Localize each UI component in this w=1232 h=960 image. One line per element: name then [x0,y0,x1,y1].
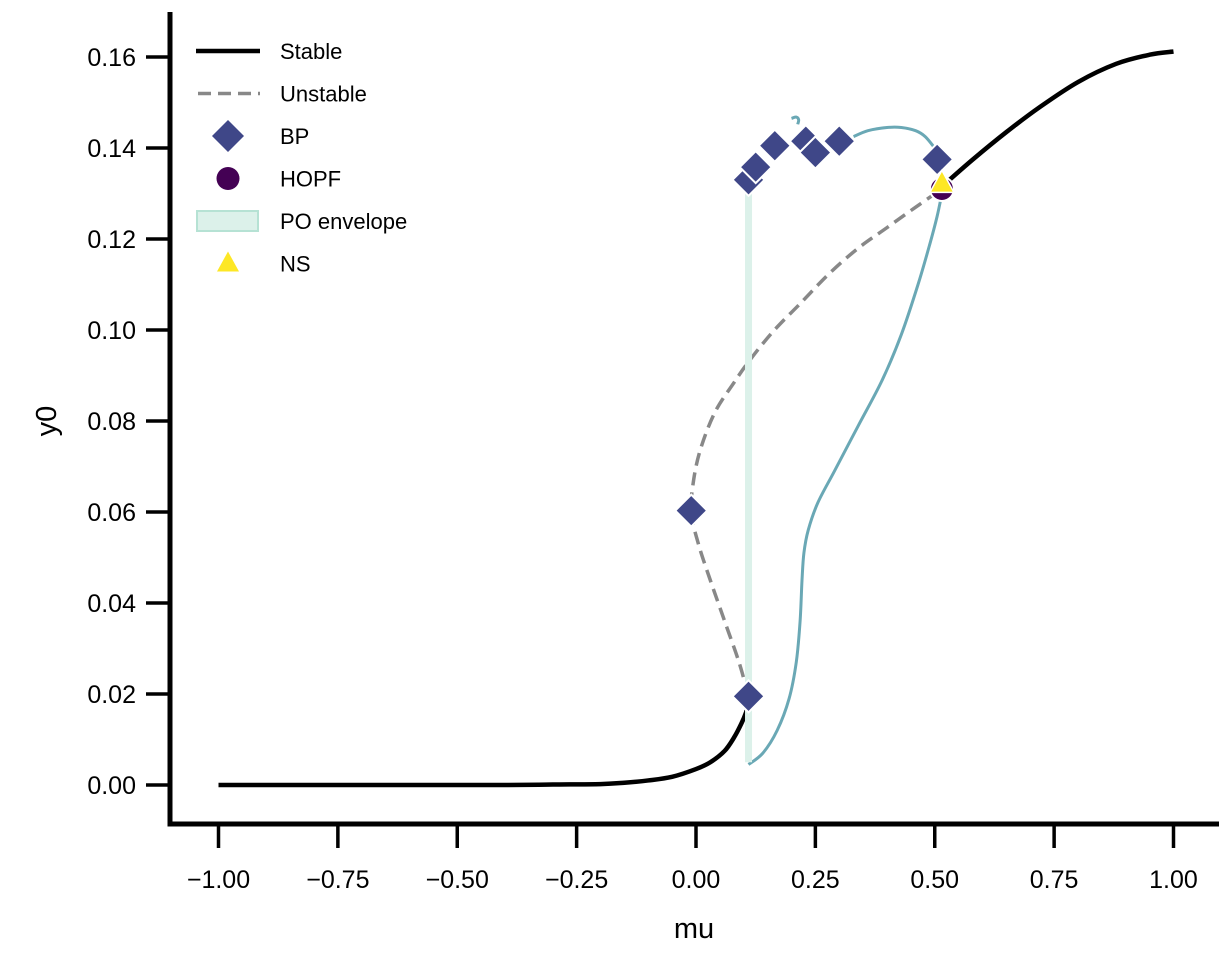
y-tick-label: 0.02 [87,681,136,709]
po-envelope-line [791,115,801,125]
y-tick-label: 0.06 [87,499,136,527]
y-tick-label: 0.16 [87,44,136,72]
x-tick-label: 0.00 [672,866,721,894]
y-axis-label: y0 [31,406,63,437]
x-tick-label: 1.00 [1149,866,1198,894]
y-tick-label: 0.14 [87,135,136,163]
bp-marker [919,141,955,177]
ns-marker [928,168,956,194]
bp-marker [731,678,766,714]
legend-bp-swatch [212,120,244,152]
legend-ns-swatch [217,251,239,272]
legend-hopf-swatch [216,167,240,190]
bp-marker [738,149,774,185]
legend-label: Stable [280,39,342,64]
y-tick-label: 0.08 [87,408,136,436]
unstable-branch-line [689,187,943,697]
x-tick-label: 0.75 [1030,866,1079,894]
x-tick-label: −0.75 [306,866,369,894]
legend-label: PO envelope [280,209,407,234]
legend-item-stable: Stable [196,39,342,64]
plot-area [218,49,1174,788]
legend-item-hopf: HOPF [216,167,341,192]
bp-marker [797,135,833,170]
legend-po-swatch [196,210,259,232]
legend-label: HOPF [280,167,341,192]
y-ticks: 0.00 0.02 0.04 0.06 0.08 0.10 0.12 0.14 0.16 [87,44,170,800]
x-tick-label: −1.00 [187,866,250,894]
legend-item-ns: NS [217,251,311,277]
y-tick-label: 0.10 [87,317,136,345]
stable-branch-line [942,49,1174,187]
bp-marker [673,493,709,529]
po-envelope-line [747,193,944,766]
bp-marker [757,128,793,164]
po-envelope-line [852,125,936,149]
x-ticks: −1.00 −0.75 −0.50 −0.25 0.00 0.25 0.50 0.75 1.00 [187,824,1198,894]
legend-label: NS [280,252,311,277]
bp-marker [821,123,857,159]
y-tick-label: 0.04 [87,590,136,618]
legend-item-bp: BP [212,120,309,152]
x-tick-label: −0.50 [426,866,489,894]
legend-item-po-envelope: PO envelope [196,209,407,234]
y-tick-label: 0.12 [87,226,136,254]
po-envelope-band [745,179,753,763]
x-tick-label: 0.50 [910,866,959,894]
y-tick-label: 0.00 [87,772,136,800]
legend-item-unstable: Unstable [198,82,367,107]
legend-label: BP [280,124,309,149]
axes: −1.00 −0.75 −0.50 −0.25 0.00 0.25 0.50 0.75 1.00… [31,12,1219,945]
legend-label: Unstable [280,82,367,107]
legend: Stable Unstable BP HOPF PO envelope NS [196,39,407,277]
x-tick-label: 0.25 [791,866,840,894]
x-axis-label: mu [674,913,714,945]
stable-branch-line [218,702,751,788]
x-tick-label: −0.25 [545,866,608,894]
